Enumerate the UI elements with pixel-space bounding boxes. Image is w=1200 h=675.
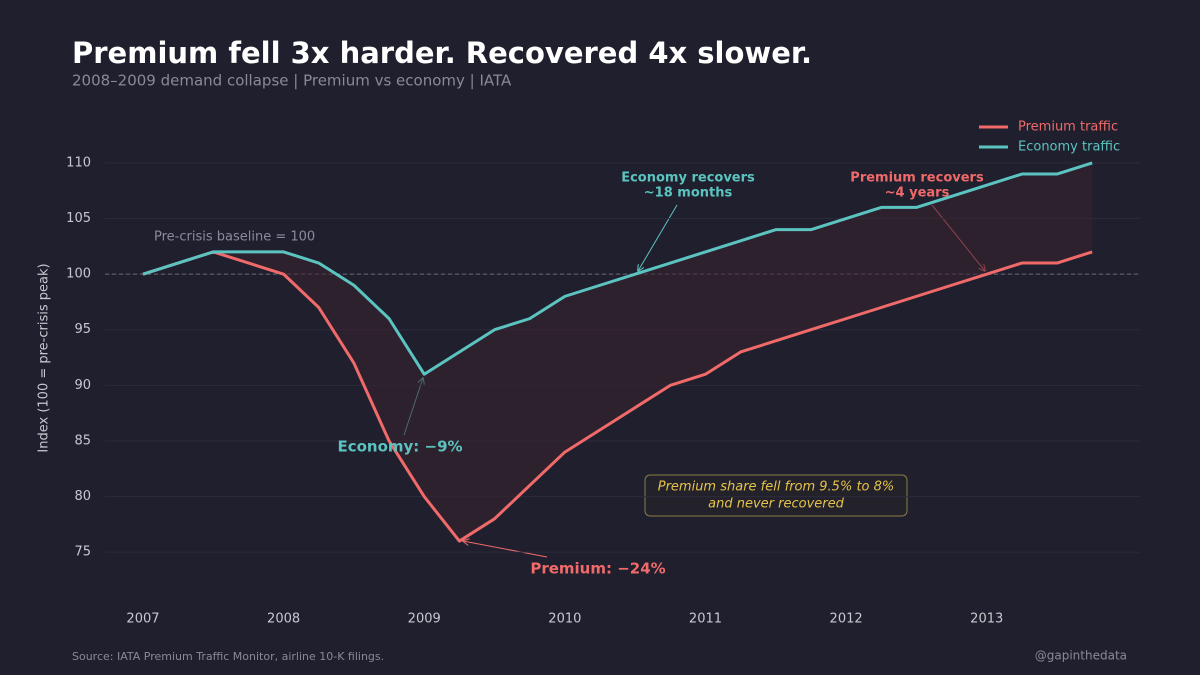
annotation-arrow [463,541,548,558]
annotation: Premium share fell from 9.5% to 8% [658,480,895,495]
y-tick-label: 85 [74,433,91,448]
x-tick-label: 2013 [970,612,1003,627]
y-tick-label: 75 [74,545,91,560]
x-tick-label: 2010 [548,612,581,627]
series-line [142,250,1093,543]
legend-label: Premium traffic [1018,120,1118,135]
annotation: Economy: −9% [337,438,462,456]
handle: @gapinthedata [1035,649,1127,663]
y-tick-label: 95 [74,322,91,337]
x-tick-label: 2011 [689,612,722,627]
x-tick-label: 2009 [408,612,441,627]
y-tick-label: 90 [74,378,91,393]
annotation: Economy recovers [621,171,755,186]
annotation: ~18 months [644,186,733,201]
y-axis-label: Index (100 = pre-crisis peak) [37,263,52,452]
annotation: Premium: −24% [530,560,665,578]
annotation-arrow [638,204,678,271]
x-tick-label: 2008 [267,612,300,627]
chart-title: Premium fell 3x harder. Recovered 4x slo… [72,36,812,70]
series-line [142,161,1093,376]
y-tick-label: 100 [66,267,91,282]
annotation: Premium recovers [850,171,984,186]
y-tick-label: 105 [66,211,91,226]
x-tick-label: 2012 [830,612,863,627]
annotation: ~4 years [885,186,950,201]
gap-area [142,162,1093,542]
annotation-box [644,474,908,517]
annotation: and never recovered [708,497,844,512]
y-tick-label: 80 [74,489,91,504]
chart-subtitle: 2008–2009 demand collapse | Premium vs e… [72,72,512,90]
y-tick-label: 110 [66,155,91,170]
source: Source: IATA Premium Traffic Monitor, ai… [72,650,384,663]
x-tick-label: 2007 [126,612,159,627]
baseline-label: Pre-crisis baseline = 100 [154,230,315,245]
legend-label: Economy traffic [1018,140,1120,155]
